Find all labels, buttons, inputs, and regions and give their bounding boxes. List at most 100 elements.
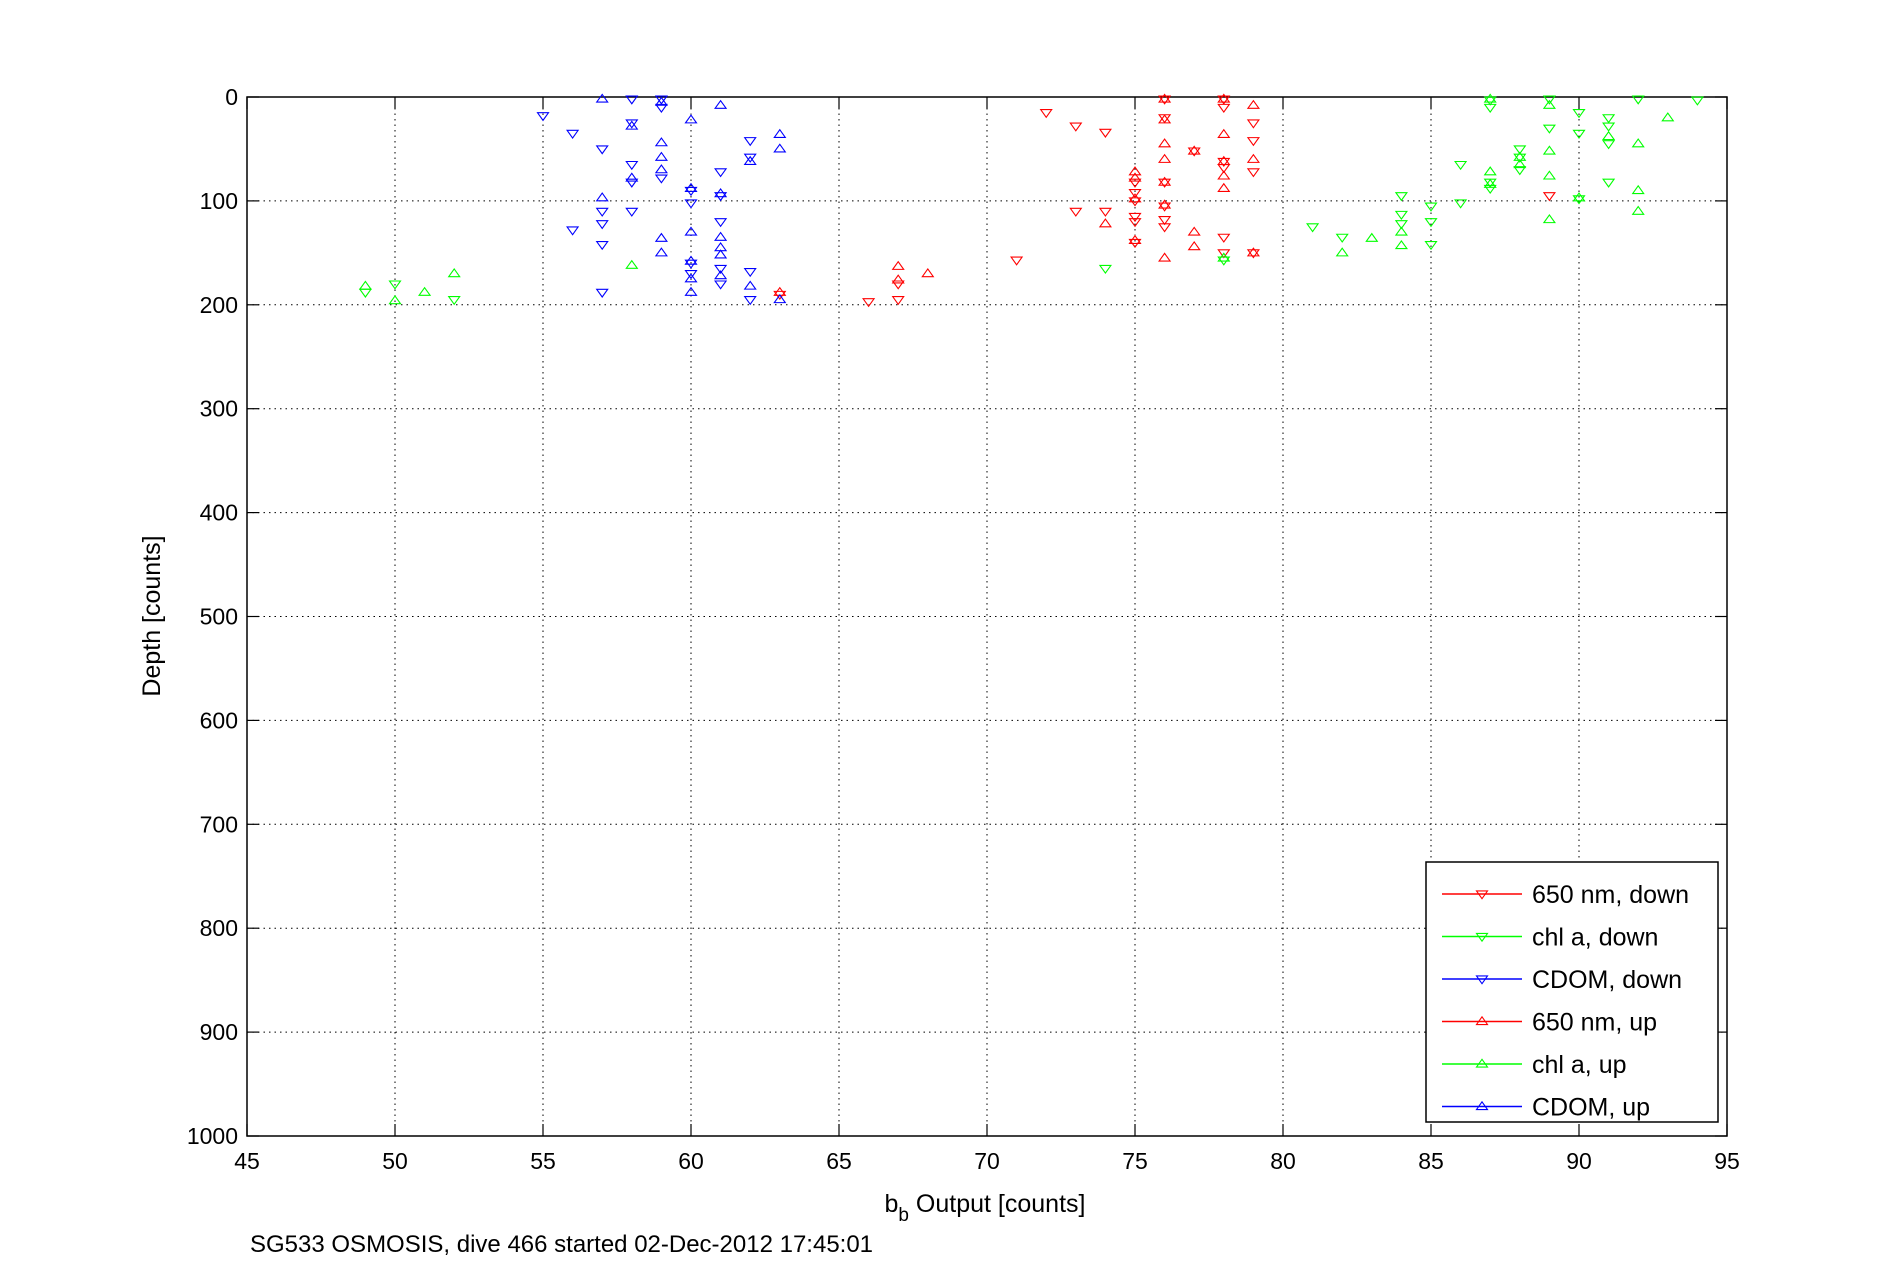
data-point <box>1246 119 1260 129</box>
data-point <box>566 129 580 139</box>
data-point <box>595 288 609 298</box>
data-point <box>1158 153 1172 163</box>
data-point <box>1602 140 1616 150</box>
data-point <box>1394 192 1408 202</box>
data-point <box>595 93 609 103</box>
data-point <box>1602 178 1616 188</box>
data-point <box>595 192 609 202</box>
data-point <box>1187 147 1201 157</box>
y-tick-label: 400 <box>200 500 238 526</box>
data-point <box>743 153 757 163</box>
data-point <box>773 293 787 304</box>
y-axis-label: Depth [counts] <box>138 535 166 696</box>
data-point <box>1217 252 1231 262</box>
legend-label: CDOM, down <box>1532 966 1682 994</box>
y-tick-label: 0 <box>225 84 238 110</box>
y-tick-labels: 0 100 200 300 400 500 600 700 800 900 1000 <box>187 84 238 1149</box>
data-point <box>743 155 757 165</box>
data-point <box>743 137 757 147</box>
data-point <box>1217 170 1231 180</box>
data-point <box>714 249 728 259</box>
data-point <box>1572 192 1586 202</box>
data-point <box>714 218 728 228</box>
data-point <box>714 168 728 178</box>
data-point <box>1158 178 1172 188</box>
plot-frame <box>246 96 1728 1137</box>
data-point <box>891 274 905 284</box>
data-point <box>1365 232 1379 242</box>
data-point <box>1128 178 1142 188</box>
data-point <box>1069 122 1083 132</box>
data-point <box>1246 153 1260 163</box>
data-point <box>654 247 668 257</box>
data-point <box>1483 178 1497 188</box>
data-point <box>1217 128 1231 138</box>
y-tick-label: 300 <box>200 396 238 422</box>
legend-label: chl a, down <box>1532 924 1658 952</box>
series-chl-a-down <box>358 95 1704 306</box>
data-point <box>1128 234 1142 244</box>
data-point <box>1513 166 1527 176</box>
data-point <box>1217 93 1231 103</box>
y-tick-label: 500 <box>200 604 238 630</box>
data-point <box>1394 210 1408 221</box>
data-point <box>1631 184 1645 195</box>
data-point <box>1128 218 1142 228</box>
y-tick-label: 200 <box>200 292 238 318</box>
data-point <box>1690 96 1704 106</box>
data-point <box>1187 145 1201 155</box>
data-point <box>447 296 461 306</box>
data-point <box>684 286 698 296</box>
data-point <box>1187 240 1201 251</box>
data-point <box>625 160 639 171</box>
x-tick-label: 60 <box>678 1148 704 1174</box>
data-markers <box>358 93 1704 308</box>
data-point <box>1158 252 1172 262</box>
data-point <box>1424 218 1438 228</box>
y-tick-label: 800 <box>200 915 238 941</box>
data-point <box>1542 213 1556 224</box>
data-point <box>1335 233 1349 243</box>
legend-marker <box>1475 1015 1489 1026</box>
data-point <box>1217 233 1231 243</box>
data-point <box>891 296 905 306</box>
x-tick-label: 90 <box>1566 1148 1592 1174</box>
data-point <box>714 188 728 198</box>
data-point <box>1098 218 1112 228</box>
data-point <box>1246 249 1260 259</box>
data-point <box>1217 95 1231 105</box>
data-point <box>595 145 609 155</box>
data-point <box>1602 114 1616 124</box>
data-point <box>714 280 728 290</box>
data-point <box>1572 109 1586 119</box>
data-point <box>1513 145 1527 155</box>
data-point <box>1098 207 1112 217</box>
data-point <box>1158 223 1172 233</box>
legend-box <box>1425 861 1719 1123</box>
data-point <box>921 268 935 278</box>
series-650-nm-up <box>773 93 1260 296</box>
axis-ticks <box>246 96 1728 1137</box>
data-point <box>1602 122 1616 132</box>
data-point <box>358 280 372 290</box>
data-point <box>1217 249 1231 259</box>
legend-label: chl a, up <box>1532 1051 1627 1079</box>
data-point <box>1158 216 1172 226</box>
x-tick-label: 55 <box>530 1148 556 1174</box>
data-point <box>654 103 668 114</box>
footer-caption: SG533 OSMOSIS, dive 466 started 02-Dec-2… <box>250 1231 873 1258</box>
series-650-nm-down <box>773 95 1556 308</box>
series-cdom-down <box>536 95 757 306</box>
data-point <box>625 119 639 129</box>
data-point <box>1424 202 1438 212</box>
data-point <box>1572 195 1586 205</box>
data-point <box>1128 166 1142 176</box>
data-point <box>1572 129 1586 139</box>
x-tick-labels: 45 50 55 60 65 70 75 80 85 90 95 <box>234 1148 1740 1174</box>
data-point <box>1542 170 1556 180</box>
data-point <box>388 295 402 305</box>
data-point <box>743 267 757 278</box>
data-point <box>625 259 639 269</box>
legend-marker <box>1475 932 1489 943</box>
data-point <box>743 296 757 306</box>
